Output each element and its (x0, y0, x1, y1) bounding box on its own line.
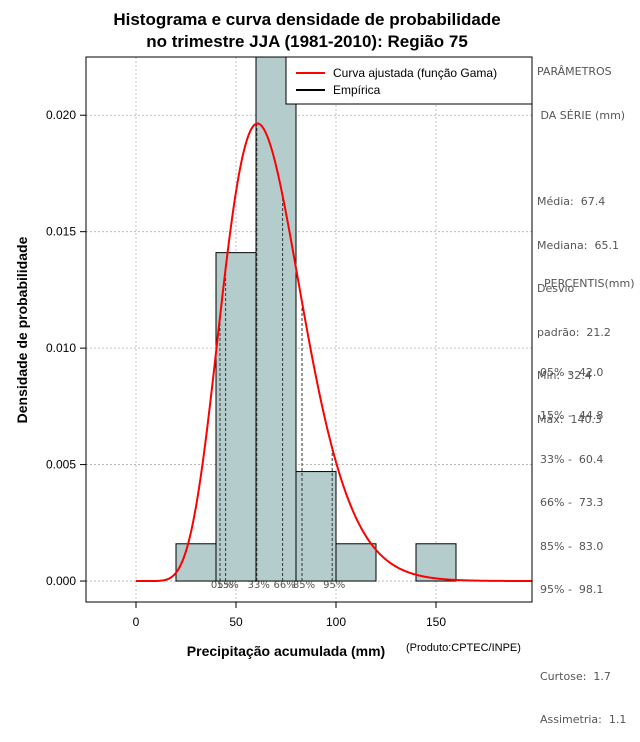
percentile-label: 66% (273, 580, 295, 591)
percentile-label: 85% (293, 580, 315, 591)
y-tick-label: 0.005 (46, 458, 76, 472)
percentis-title: PERCENTIS(mm) (544, 277, 635, 290)
axes: 0 50 100 150 0.000 0.005 0.010 0.015 0.020 (46, 108, 446, 629)
histogram-bar (335, 543, 377, 582)
percentile-lines: 05%15% 33% 66%85% 95% (211, 123, 345, 591)
percentil-95: 95% - 98.1 (540, 583, 604, 596)
y-tick-label: 0.015 (46, 225, 76, 239)
y-tick-label: 0.000 (46, 574, 76, 588)
histogram-chart: 05%15% 33% 66%85% 95% 0 50 100 150 0.000 0.005 0.… (14, 10, 533, 659)
x-tick-label: 50 (229, 615, 243, 629)
histogram-bar (215, 252, 257, 582)
histogram-bars (175, 56, 457, 582)
stat-mediana: Mediana: 65.1 (537, 238, 619, 252)
stat-min: Mín: 32.4 (537, 369, 592, 382)
y-tick-label: 0.010 (46, 341, 76, 355)
y-axis-label: Densidade de probabilidade (14, 236, 30, 423)
chart-title-line1: Histograma e curva densidade de probabil… (113, 10, 500, 29)
gamma-curve (136, 122, 532, 583)
stat-padrao: padrão: 21.2 (537, 325, 611, 339)
stat-max: Máx: 140.3 (537, 412, 602, 426)
x-axis-label: Precipitação acumulada (mm) (187, 643, 385, 659)
percentile-label: 33% (248, 580, 270, 591)
y-tick-label: 0.020 (46, 108, 76, 122)
legend-box (285, 56, 533, 105)
percentile-label: 15% (216, 580, 238, 591)
legend: Curva ajustada (função Gama) Empírica (285, 56, 533, 105)
series-parameters-panel: PARÂMETROS DA SÉRIE (mm) Média: 67.4 Med… (537, 36, 625, 442)
legend-label-empirica: Empírica (333, 83, 381, 97)
stat-assimetria: Assimetria: 1.1 (540, 713, 627, 726)
percentile-label: 05% (211, 580, 233, 591)
gamma-curve-group (136, 122, 532, 583)
stat-media: Média: 67.4 (537, 195, 606, 208)
percentil-33: 33% - 60.4 (540, 452, 604, 466)
percentile-label: 95% (323, 580, 345, 591)
percentil-66: 66% - 73.3 (540, 496, 604, 509)
percentiles-panel: PERCENTIS(mm) 05% - 42.0 15% - 44.8 33% … (540, 248, 635, 742)
params-title-1: PARÂMETROS (537, 65, 612, 78)
histogram-bar (255, 56, 297, 582)
legend-label-curve: Curva ajustada (função Gama) (333, 66, 497, 80)
x-tick-label: 0 (133, 615, 140, 629)
histogram-bar (415, 543, 457, 582)
percentil-85: 85% - 83.0 (540, 539, 604, 553)
percentil-05: 05% - 42.0 (540, 365, 604, 379)
x-tick-label: 100 (326, 615, 346, 629)
x-tick-label: 150 (426, 615, 446, 629)
stat-desvio: Desvio (537, 282, 575, 295)
chart-title-line2: no trimestre JJA (1981-2010): Região 75 (146, 32, 468, 51)
credit-label: (Produto:CPTEC/INPE) (406, 642, 521, 654)
stat-curtose: Curtose: 1.7 (540, 669, 611, 683)
params-title-2: DA SÉRIE (mm) (537, 108, 626, 122)
percentil-15: 15% - 44.8 (540, 409, 604, 422)
histogram-bar (295, 471, 337, 582)
